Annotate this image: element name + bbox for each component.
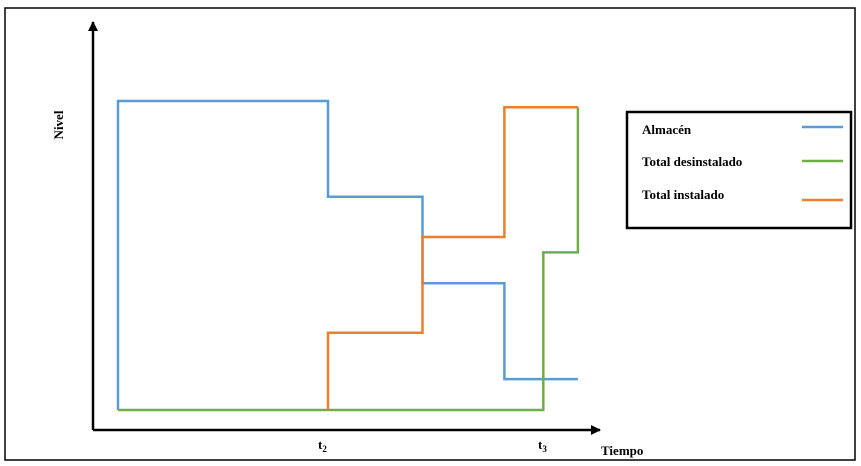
series-line-almacen — [116, 99, 578, 410]
x-tick-label-t3: t3 — [538, 437, 547, 454]
series-layer — [116, 99, 580, 412]
x-tick-t2-subscript: 2 — [322, 444, 327, 454]
series-line-total-instalado — [326, 105, 578, 410]
figure-frame — [4, 7, 856, 461]
legend-label-total-instalado: Total instalado — [642, 187, 724, 202]
legend-label-total-desinstalado: Total desinstalado — [642, 154, 742, 169]
legend-box — [625, 110, 853, 230]
y-axis-label: Nivel — [51, 110, 66, 139]
series-line-total-desinstalado — [118, 107, 580, 412]
x-tick-label-t2: t2 — [318, 437, 327, 454]
x-axis-label: Tiempo — [601, 443, 643, 458]
x-tick-t3-base: t — [538, 437, 543, 452]
x-tick-t3-subscript: 3 — [542, 444, 547, 454]
legend-label-almacen: Almacén — [642, 122, 692, 137]
x-tick-t2-base: t — [318, 437, 323, 452]
legend: Almacén Total desinstalado Total instala… — [625, 110, 853, 230]
